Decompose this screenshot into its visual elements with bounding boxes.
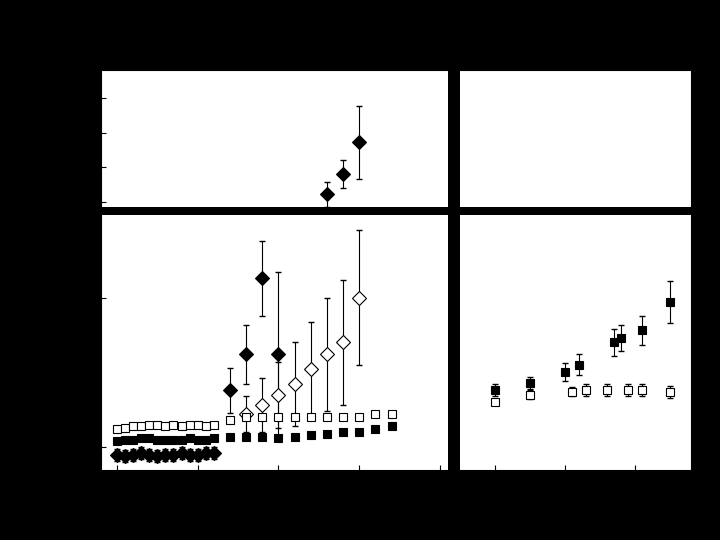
Text: Figure 6: Figure 6 bbox=[365, 30, 427, 45]
Text: Aging time (h): Aging time (h) bbox=[341, 505, 451, 521]
Text: //: // bbox=[693, 205, 707, 218]
Text: //: // bbox=[446, 473, 462, 486]
Text: G* (mN m⁻¹): G* (mN m⁻¹) bbox=[22, 222, 36, 318]
Text: //: // bbox=[81, 205, 95, 218]
Text: //: // bbox=[446, 57, 462, 70]
